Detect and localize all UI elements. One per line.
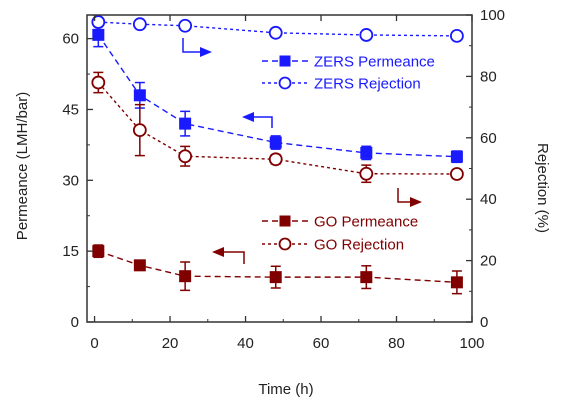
y-axis-label-left: Permeance (LMH/bar) [14,92,31,240]
data-point-go-rejection [268,152,283,167]
axis-arrow-go-rejection [397,188,422,207]
y-axis-label-right: Rejection (%) [534,143,551,233]
legend-layer: ZERS Permeance ZERS Rejection GO Permean… [262,54,435,254]
legend-label-go-rejection: GO Rejection [314,237,404,254]
legend-marker-go-permeance [279,215,291,227]
y-tick-label-left: 15 [62,243,79,260]
legend-entry-zers-permeance: ZERS Permeance [262,54,435,71]
axes-layer: 0 20 40 60 80 100 0 15 30 45 60 0 20 40 60 80 100 [62,7,505,352]
x-tick-label: 20 [162,335,179,352]
axis-arrow-go-permeance-shaft [224,251,245,264]
data-point-zers-permeance [133,89,146,102]
series-zers-permeance [92,22,463,164]
y-tick-label-right: 60 [480,130,497,147]
data-point-go-rejection [359,166,374,181]
data-point-go-permeance [269,271,282,284]
axis-arrow-go-permeance-head [212,247,224,257]
axis-arrow-zers-rejection [182,38,212,57]
x-axis-label: Time (h) [258,381,313,398]
series-go-rejection [91,71,464,184]
y-tick-label-right: 40 [480,191,497,208]
axis-arrow-zers-permeance-shaft [254,116,273,128]
axis-arrow-go-rejection-head [410,197,422,207]
legend-marker-zers-permeance [279,55,291,67]
data-point-zers-rejection [359,28,374,42]
x-tick-label: 100 [459,335,484,352]
data-point-go-permeance [360,271,373,284]
axis-arrow-zers-permeance-head [242,112,254,122]
data-point-go-permeance [133,259,146,272]
series-zers-rejection [91,15,464,43]
x-tick-label: 80 [388,335,405,352]
legend-marker-zers-rejection [278,76,292,90]
x-tick-label: 60 [313,335,330,352]
axis-arrow-zers-rejection-head [200,47,212,57]
legend-label-go-permeance: GO Permeance [314,214,418,231]
legend-entry-go-permeance: GO Permeance [262,214,418,231]
data-point-go-permeance [179,270,192,283]
arrow-layer [182,38,422,264]
series-line-go-permeance [98,250,457,284]
data-point-zers-permeance [360,146,373,159]
series-line-zers-permeance [97,34,457,158]
axis-arrow-zers-rejection-shaft [182,38,200,53]
series-go-permeance [92,244,463,295]
data-point-zers-permeance [269,136,282,149]
series-line-zers-rejection [98,21,457,37]
legend-marker-go-rejection [278,237,292,251]
data-point-zers-rejection [450,28,464,43]
data-point-zers-rejection [178,18,193,33]
data-point-zers-permeance [450,150,463,163]
y-tick-label-right: 80 [480,68,497,85]
data-point-go-rejection [132,123,147,138]
y-tick-label-left: 60 [62,31,79,48]
data-point-go-permeance [92,245,105,258]
y-tick-label-left: 45 [62,101,79,118]
data-point-zers-permeance [179,117,192,130]
x-tick-label: 40 [237,335,254,352]
axis-arrow-go-permeance [212,247,245,264]
data-point-zers-rejection [132,17,147,32]
data-point-go-rejection [178,149,193,164]
legend-entry-zers-rejection: ZERS Rejection [262,76,421,93]
data-point-zers-permeance [92,28,105,41]
legend-label-zers-rejection: ZERS Rejection [314,76,421,93]
y-tick-label-left: 30 [62,172,79,189]
y-tick-label-right: 100 [480,7,505,24]
legend-label-zers-permeance: ZERS Permeance [314,54,435,71]
axis-arrow-zers-permeance [242,112,273,128]
data-point-go-rejection [91,75,106,90]
data-point-go-permeance [450,276,463,289]
y-tick-label-right: 0 [480,314,488,331]
y-tick-label-right: 20 [480,253,497,270]
axis-arrow-go-rejection-shaft [397,188,410,203]
data-point-zers-rejection [91,15,106,29]
data-point-go-rejection [450,167,464,181]
data-point-zers-rejection [268,25,283,40]
series-line-go-rejection [97,82,457,175]
plot-layer [91,15,464,295]
y-tick-label-left: 0 [71,314,79,331]
legend-entry-go-rejection: GO Rejection [262,237,404,254]
x-tick-label: 0 [90,335,98,352]
